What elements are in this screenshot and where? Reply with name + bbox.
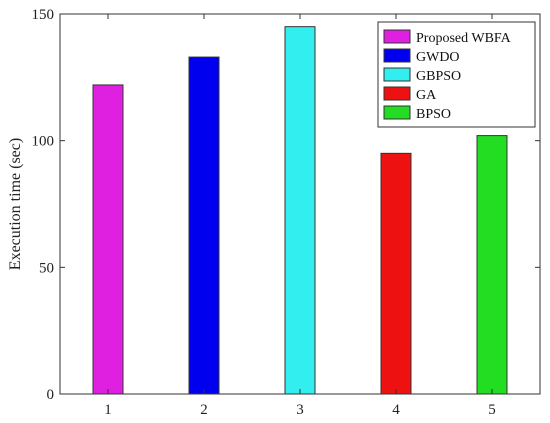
legend-label-4: GA: [416, 88, 437, 103]
y-axis: 0 50 100 150: [32, 7, 540, 403]
legend-label-5: BPSO: [416, 107, 451, 122]
x-tick-label-5: 5: [488, 402, 496, 418]
bar-5: [476, 135, 508, 395]
legend-swatch-1: [383, 29, 411, 44]
x-tick-label-1: 1: [104, 402, 112, 418]
legend-label-1: Proposed WBFA: [416, 31, 512, 46]
y-tick-label-100: 100: [32, 134, 55, 150]
y-axis-label: Execution time (sec): [7, 138, 24, 270]
x-tick-label-4: 4: [392, 402, 400, 418]
legend-swatch-3: [383, 67, 411, 82]
y-tick-label-0: 0: [47, 387, 55, 403]
y-tick-label-150: 150: [32, 7, 55, 23]
legend-label-3: GBPSO: [416, 69, 461, 84]
legend-swatch-2: [383, 48, 411, 63]
legend-swatch-5: [383, 105, 411, 120]
bar-4: [380, 152, 412, 395]
y-tick-label-50: 50: [39, 260, 54, 276]
x-axis: 1 2 3 4 5: [104, 14, 496, 418]
bars-group: [92, 26, 508, 395]
bar-1: [92, 84, 124, 395]
legend: Proposed WBFA GWDO GBPSO GA BPSO: [377, 21, 536, 128]
legend-label-2: GWDO: [416, 50, 460, 65]
legend-swatch-4: [383, 86, 411, 101]
x-tick-label-3: 3: [296, 402, 304, 418]
bar-3: [284, 26, 316, 395]
x-tick-label-2: 2: [200, 402, 208, 418]
bar-2: [188, 56, 220, 395]
